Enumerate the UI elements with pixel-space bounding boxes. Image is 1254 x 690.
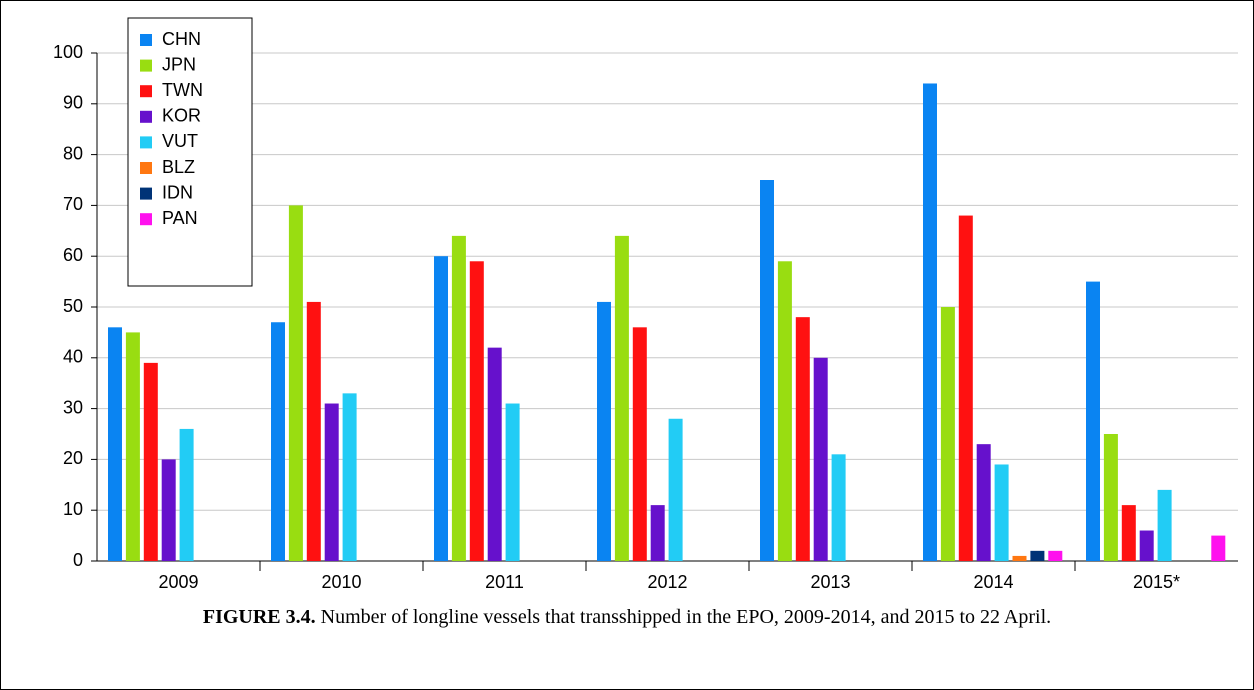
caption-label: FIGURE 3.4. bbox=[202, 606, 316, 628]
bar bbox=[434, 256, 448, 561]
y-tick-label: 40 bbox=[63, 347, 83, 367]
bar bbox=[1012, 555, 1027, 561]
bar bbox=[650, 505, 665, 561]
bar bbox=[1211, 535, 1226, 561]
bar bbox=[976, 444, 991, 561]
bar bbox=[161, 459, 176, 561]
bar bbox=[668, 418, 683, 561]
bar bbox=[342, 393, 357, 561]
legend-label: BLZ bbox=[162, 157, 195, 177]
bar bbox=[1048, 550, 1063, 561]
bar bbox=[271, 322, 285, 561]
legend-swatch bbox=[140, 213, 152, 226]
legend-swatch bbox=[140, 59, 152, 72]
bar bbox=[1030, 550, 1045, 561]
legend-swatch bbox=[140, 110, 152, 123]
y-tick-label: 30 bbox=[63, 397, 83, 417]
legend-label: KOR bbox=[162, 106, 201, 126]
y-tick-label: 50 bbox=[63, 296, 83, 316]
bar bbox=[179, 428, 194, 561]
bar bbox=[760, 180, 774, 561]
bar bbox=[143, 362, 158, 561]
legend-swatch bbox=[140, 85, 152, 98]
bar bbox=[451, 235, 466, 561]
bar bbox=[324, 403, 339, 561]
x-tick-label: 2015* bbox=[1133, 572, 1180, 592]
bar bbox=[1121, 505, 1136, 561]
bar bbox=[831, 454, 846, 561]
legend-swatch bbox=[140, 34, 152, 46]
bar bbox=[487, 347, 502, 561]
bar bbox=[1139, 530, 1154, 561]
bar bbox=[1103, 434, 1118, 561]
bar bbox=[614, 235, 629, 561]
bar bbox=[469, 261, 484, 561]
bar bbox=[994, 464, 1009, 561]
legend-swatch bbox=[140, 187, 152, 200]
x-tick-label: 2013 bbox=[810, 572, 850, 592]
bar bbox=[125, 332, 140, 561]
y-tick-label: 10 bbox=[63, 499, 83, 519]
x-tick-label: 2011 bbox=[485, 572, 524, 592]
x-tick-label: 2010 bbox=[321, 572, 361, 592]
legend-label: IDN bbox=[162, 182, 193, 202]
x-tick-label: 2009 bbox=[158, 572, 198, 592]
bar bbox=[108, 327, 122, 561]
bar bbox=[306, 301, 321, 561]
bar bbox=[632, 327, 647, 561]
legend-label: PAN bbox=[162, 208, 198, 228]
legend-label: VUT bbox=[162, 131, 198, 151]
legend-label: CHN bbox=[162, 29, 201, 49]
bar bbox=[597, 301, 611, 561]
legend-swatch bbox=[140, 162, 152, 174]
bar bbox=[795, 317, 810, 561]
caption: FIGURE 3.4. Number of longline vessels t… bbox=[150, 604, 1104, 630]
bar bbox=[813, 357, 828, 561]
y-tick-label: 70 bbox=[63, 194, 83, 214]
x-tick-label: 2014 bbox=[973, 572, 1013, 592]
bar bbox=[777, 261, 792, 561]
y-tick-label: 60 bbox=[63, 245, 83, 265]
y-tick-label: 100 bbox=[53, 42, 83, 62]
bar bbox=[1086, 281, 1100, 561]
y-tick-label: 0 bbox=[73, 550, 83, 570]
caption-text: Number of longline vessels that transshi… bbox=[320, 606, 1052, 628]
legend-swatch bbox=[140, 136, 152, 149]
legend-label: JPN bbox=[162, 54, 196, 74]
y-tick-label: 20 bbox=[63, 448, 83, 468]
y-tick-label: 80 bbox=[63, 143, 83, 163]
legend-label: TWN bbox=[162, 80, 203, 100]
bar bbox=[288, 205, 303, 561]
x-tick-label: 2012 bbox=[647, 572, 687, 592]
bar bbox=[505, 403, 520, 561]
bar bbox=[940, 307, 955, 561]
bar bbox=[1157, 489, 1172, 561]
bar bbox=[958, 215, 973, 561]
bar bbox=[923, 83, 937, 561]
y-tick-label: 90 bbox=[63, 93, 83, 113]
